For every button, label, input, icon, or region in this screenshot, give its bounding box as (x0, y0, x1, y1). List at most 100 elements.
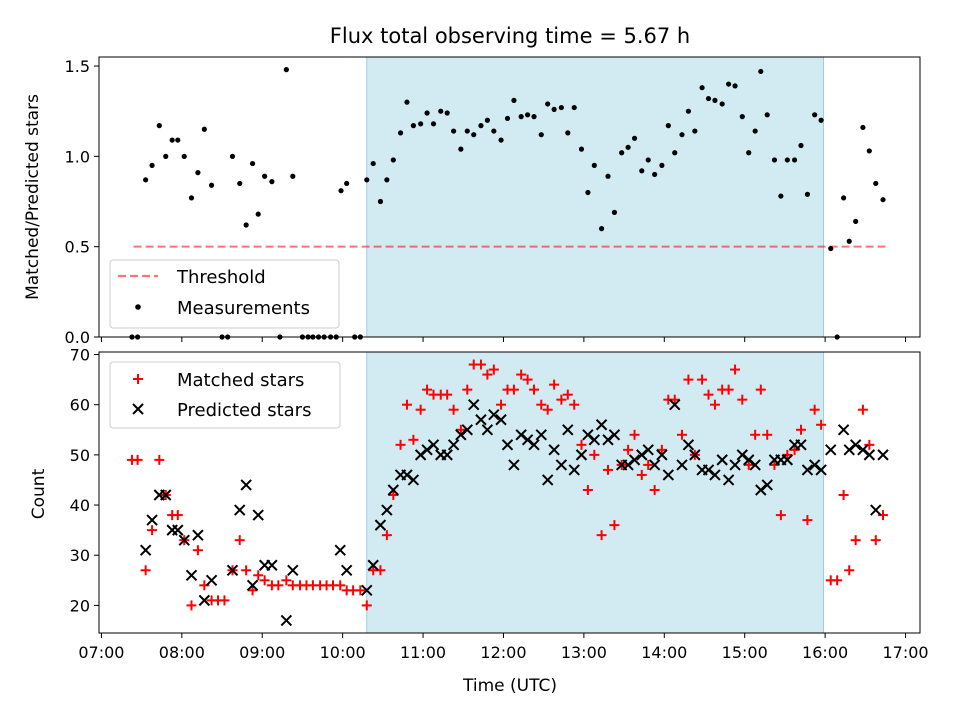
measurement-point (558, 104, 564, 111)
measurement-point (370, 160, 376, 167)
predicted-star-point (334, 544, 346, 556)
predicted-star-point (455, 429, 467, 441)
predicted-star-point (461, 424, 473, 436)
predicted-star-point (246, 579, 259, 592)
measurement-point (156, 123, 162, 129)
measurement-point (163, 153, 169, 159)
count-y-tick-label: 40 (70, 496, 90, 515)
measurement-point (719, 101, 725, 107)
measurement-point (804, 191, 811, 197)
predicted-star-point (709, 469, 721, 481)
predicted-star-point (815, 464, 827, 476)
matched-star-point (381, 530, 392, 541)
legend-predicted-swatch (132, 403, 144, 415)
measurement-point (498, 137, 504, 143)
predicted-star-point (535, 429, 547, 441)
matched-star-point (562, 389, 573, 400)
matched-star-point (536, 399, 547, 410)
count-y-tick-label: 30 (70, 546, 90, 565)
predicted-star-point (515, 429, 527, 441)
predicted-star-point (755, 484, 767, 496)
predicted-star-point (185, 569, 198, 582)
predicted-star-point (729, 459, 741, 471)
count-x-tick-label: 15:00 (722, 643, 768, 662)
matched-star-point (802, 515, 813, 526)
measurement-point (531, 114, 537, 120)
predicted-star-point (240, 479, 252, 491)
matched-star-point (609, 520, 620, 531)
matched-star-point (743, 459, 754, 470)
predicted-star-point (414, 449, 427, 461)
measurement-point (611, 209, 618, 215)
matched-star-point (241, 565, 252, 576)
measurement-point (511, 97, 517, 103)
matched-star-point (809, 404, 820, 415)
count-x-tick-label: 07:00 (78, 643, 124, 662)
matched-star-point (649, 484, 660, 495)
measurement-point (229, 153, 236, 159)
predicted-star-point (528, 439, 540, 451)
measurement-point (484, 117, 490, 123)
measurement-point (384, 177, 390, 183)
measurement-point (846, 238, 852, 244)
matched-star-point (361, 600, 372, 611)
measurement-point (873, 180, 879, 187)
measurement-point (841, 195, 847, 201)
predicted-star-point (340, 564, 353, 576)
count-x-ticks: 07:00 08:00 09:00 10:00 11:00 12:00 13:00 14:00… (78, 633, 929, 662)
count-legend-box (109, 361, 341, 429)
measurement-point (692, 128, 698, 134)
matched-star-point (789, 444, 800, 455)
measurement-point (390, 157, 396, 163)
matched-star-point (462, 384, 473, 395)
predicted-star-point (568, 464, 580, 476)
matched-star-point (388, 490, 399, 501)
measurement-point (752, 128, 758, 134)
ratio-y-label: Matched/Predicted stars (23, 94, 43, 300)
predicted-star-point (387, 484, 400, 496)
matched-star-point (709, 399, 720, 410)
count-y-tick-label: 20 (70, 596, 90, 615)
matched-star-point (750, 429, 761, 440)
measurement-point (283, 67, 289, 73)
matched-star-point (355, 585, 366, 596)
predicted-star-point (781, 454, 794, 466)
measurement-point (338, 188, 344, 194)
predicted-star-point (361, 584, 373, 597)
matched-stars-points (126, 359, 889, 611)
matched-star-point (542, 404, 553, 415)
measurement-point (631, 135, 638, 141)
ratio-axes-frame (98, 56, 921, 338)
measurement-point (444, 110, 450, 116)
matched-star-point (782, 449, 793, 460)
matched-star-point (762, 429, 773, 440)
measurement-point (397, 130, 404, 136)
measurement-point (625, 144, 631, 150)
measurement-point (518, 114, 524, 120)
measurement-point (344, 180, 350, 187)
ratio-x-ticks (100, 337, 907, 342)
predicted-star-point (849, 439, 862, 451)
predicted-star-point (795, 439, 807, 451)
matched-star-point (636, 469, 647, 480)
predicted-star-point (722, 474, 735, 486)
matched-star-point (132, 454, 143, 465)
measurement-point (880, 197, 886, 203)
measurement-point (269, 179, 275, 185)
measurement-point (464, 128, 470, 134)
predicted-star-point (407, 474, 420, 486)
predicted-star-point (481, 424, 494, 436)
matched-star-point (775, 510, 786, 521)
count-y-ticks: 20 30 40 50 60 70 (70, 346, 99, 615)
measurement-point (410, 123, 417, 129)
predicted-star-point (521, 434, 534, 446)
observing-window-shade (366, 56, 824, 338)
measurement-point (188, 195, 195, 201)
predicted-star-point (548, 444, 560, 456)
measurement-points (129, 67, 886, 340)
measurement-point (699, 85, 705, 91)
measurement-point (255, 211, 261, 217)
ratio-y-tick-label: 1.5 (65, 57, 90, 76)
measurement-point (798, 142, 804, 149)
predicted-star-point (877, 449, 889, 461)
